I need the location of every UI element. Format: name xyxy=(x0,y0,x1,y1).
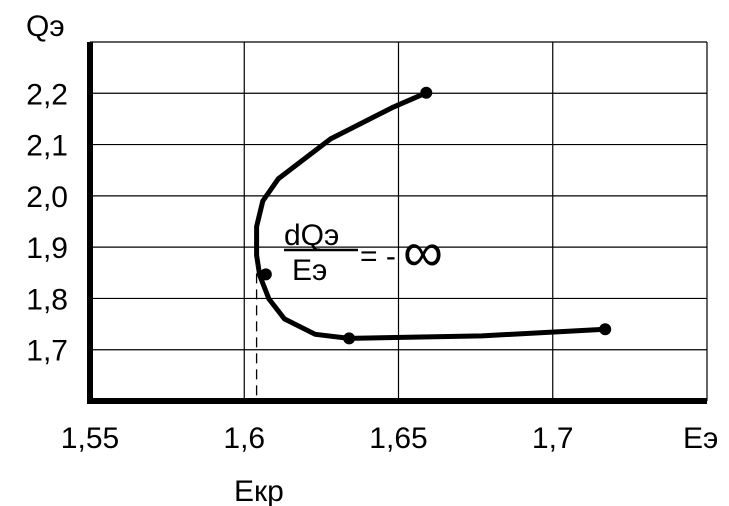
tick-labels: 1,55 1,6 1,65 1,7 1,7 1,8 1,9 2,0 2,1 2,2 xyxy=(26,78,573,455)
data-point-marker xyxy=(343,332,356,345)
series-line xyxy=(254,90,608,341)
y-tick-label: 1,7 xyxy=(26,335,68,368)
annotation-numerator: dQэ xyxy=(284,219,339,252)
y-tick-label: 2,1 xyxy=(26,130,68,163)
x-tick-label: 1,65 xyxy=(369,422,427,455)
data-point-marker xyxy=(259,268,272,281)
data-point-marker xyxy=(420,86,433,99)
infinity-symbol: ∞ xyxy=(403,220,443,283)
y-tick-label: 2,0 xyxy=(26,181,68,214)
data-point-marker xyxy=(599,323,612,336)
reference-line-label: Екр xyxy=(234,475,284,506)
axes xyxy=(87,42,707,404)
derivative-annotation: dQэ Eэ = - ∞ xyxy=(284,219,443,287)
annotation-denominator: Eэ xyxy=(292,254,327,287)
y-tick-label: 2,2 xyxy=(26,78,68,111)
series-markers xyxy=(259,86,612,345)
y-tick-label: 1,9 xyxy=(26,232,68,265)
x-tick-label: 1,6 xyxy=(223,422,265,455)
x-axis-title: Eэ xyxy=(683,422,718,455)
x-tick-label: 1,55 xyxy=(61,422,119,455)
y-axis-title: Qэ xyxy=(26,10,65,43)
annotation-relation: = - xyxy=(360,240,396,273)
grid-lines xyxy=(90,41,708,401)
y-tick-label: 1,8 xyxy=(26,283,68,316)
x-tick-label: 1,7 xyxy=(532,422,574,455)
